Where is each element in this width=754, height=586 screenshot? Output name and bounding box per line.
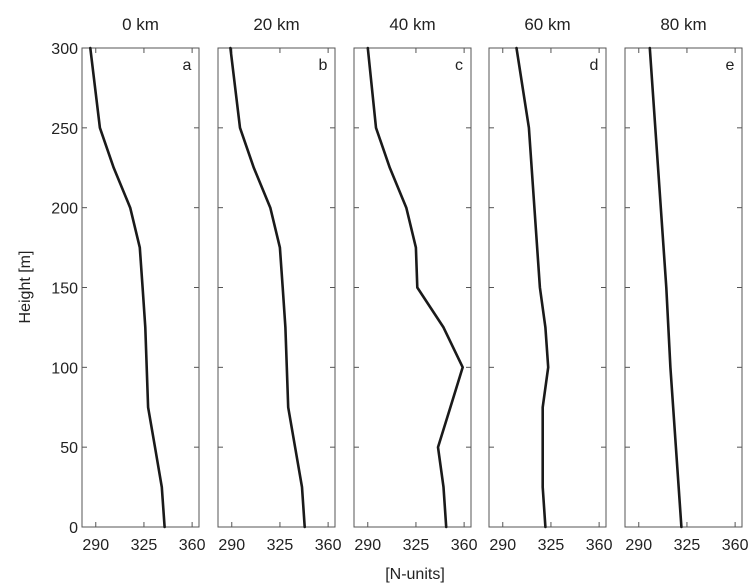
panel-title: 0 km [122, 15, 159, 34]
panel-group: 290 325 360 0 50 100 150 200 250 300 0 km a 290 325 36… [51, 15, 748, 554]
y-tick-label: 100 [51, 360, 78, 377]
x-tick-label: 360 [586, 537, 613, 554]
panel-a: 290 325 360 0 50 100 150 200 250 300 0 km a [51, 15, 205, 554]
panel-title: 40 km [389, 15, 435, 34]
x-tick-label: 290 [218, 537, 245, 554]
panel-frame [624, 47, 743, 528]
panel-letter: e [726, 57, 735, 74]
profile-line [89, 46, 166, 529]
x-axis-label: [N-units] [385, 566, 445, 583]
x-tick-label: 325 [674, 537, 701, 554]
x-tick-label: 325 [538, 537, 565, 554]
x-tick-label: 325 [403, 537, 430, 554]
panel-d: 290 325 360 60 km d [488, 15, 613, 554]
x-tick-label: 290 [489, 537, 516, 554]
panel-b: 290 325 360 20 km b [217, 15, 342, 554]
panel-frame [353, 47, 472, 528]
y-tick-label: 300 [51, 41, 78, 58]
x-tick-label: 360 [179, 537, 206, 554]
y-axis-label: Height [m] [17, 251, 34, 324]
panel-letter: b [319, 57, 328, 74]
y-tick-label: 50 [60, 440, 78, 457]
x-tick-label: 290 [82, 537, 109, 554]
panel-c: 290 325 360 40 km c [353, 15, 478, 554]
x-tick-label: 290 [354, 537, 381, 554]
profile-line [648, 46, 683, 529]
y-tick-label: 200 [51, 201, 78, 218]
panel-letter: c [455, 57, 463, 74]
x-tick-label: 325 [267, 537, 294, 554]
x-tick-label: 360 [315, 537, 342, 554]
y-tick-label: 250 [51, 121, 78, 138]
profile-line [515, 46, 550, 529]
panel-title: 20 km [253, 15, 299, 34]
x-tick-label: 360 [451, 537, 478, 554]
panel-frame [488, 47, 607, 528]
x-tick-label: 360 [722, 537, 749, 554]
panel-letter: a [183, 57, 192, 74]
y-tick-label: 150 [51, 281, 78, 298]
profile-line [366, 46, 465, 529]
profile-line [229, 46, 307, 529]
panel-frame [217, 47, 336, 528]
panel-title: 80 km [660, 15, 706, 34]
x-tick-label: 290 [625, 537, 652, 554]
x-tick-label: 325 [131, 537, 158, 554]
panel-e: 290 325 360 80 km e [624, 15, 749, 554]
panel-title: 60 km [524, 15, 570, 34]
y-tick-label: 0 [69, 520, 78, 537]
panel-letter: d [590, 57, 599, 74]
